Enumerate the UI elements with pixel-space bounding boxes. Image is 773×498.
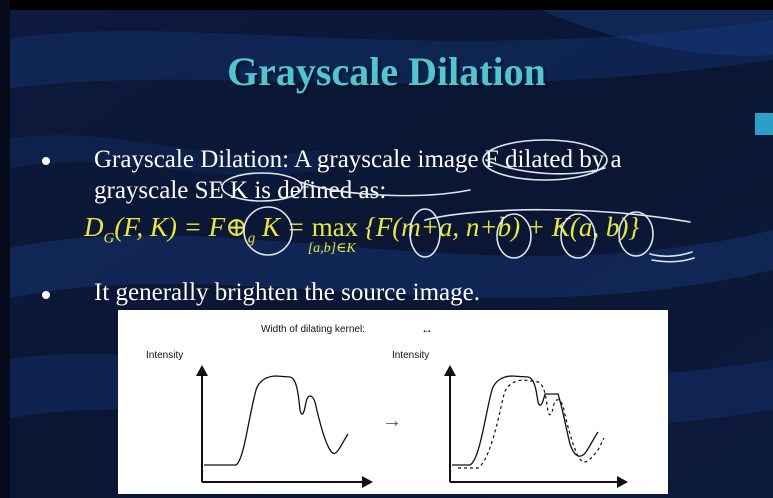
bullet-1-line-2: grayscale SE K is defined as: [94,177,387,204]
bullet-marker [42,157,50,165]
dilation-formula: DG(F, K) = F⊕g K = max [a,b]∈K {F(m+a, n+… [84,212,640,256]
dilated-intensity-curve [452,375,599,466]
formula-G-subscript: G [103,230,115,247]
bullet-1-line-1: Grayscale Dilation: A grayscale image F … [94,146,622,173]
transform-arrow-icon: → [382,410,402,432]
formula-lhs-args: (F, K) [114,212,177,242]
left-intensity-label: Intensity [146,350,184,361]
bullet-marker [42,291,50,299]
kernel-width-label: Width of dilating kernel: [261,324,365,335]
intensity-plots [196,365,628,488]
right-axes [444,365,628,488]
formula-max-subscript: [a,b]∈K [307,241,356,256]
formula-K-equals: K = [255,212,312,242]
formula-D: D [84,212,104,242]
dilation-figure: Width of dilating kernel: ↔ Intensity In… [118,310,668,494]
slide-side-tab [755,113,773,135]
formula-dilation-operator: ⊕ [225,212,248,242]
kernel-width-arrow-icon: ↔ [421,322,433,336]
original-dashed-curve [458,379,605,469]
formula-max-block: max [a,b]∈K [308,212,359,256]
formula-equals-F: = F [176,212,226,242]
original-intensity-curve [204,375,349,466]
bullet-2-line-1: It generally brighten the source image. [94,279,480,306]
right-intensity-label: Intensity [392,350,430,361]
slide-title: Grayscale Dilation [227,49,546,94]
left-axes [196,365,373,488]
formula-max: max [311,212,359,242]
formula-body: {F(m+a, n+b) + K(a, b)} [364,212,640,242]
